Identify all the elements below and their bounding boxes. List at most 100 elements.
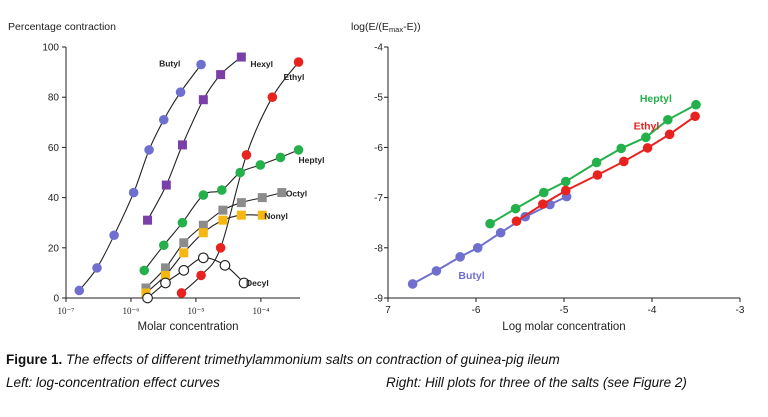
point-nonyl	[198, 228, 208, 238]
point-hexyl	[216, 70, 226, 80]
hill-point-ethyl	[511, 216, 522, 226]
series-label-heptyl: Heptyl	[299, 155, 325, 165]
point-ethyl	[176, 288, 187, 298]
point-ethyl	[241, 150, 252, 160]
point-nonyl	[257, 210, 267, 220]
point-heptyl	[139, 265, 150, 276]
series-label-decyl: Decyl	[246, 278, 269, 288]
point-hexyl	[161, 180, 171, 190]
hill-series-ethyl: Ethyl	[511, 111, 700, 226]
point-butyl	[175, 87, 186, 97]
hill-point-heptyl	[663, 114, 673, 125]
point-decyl	[219, 260, 231, 271]
caption-left-note: Left: log-concentration effect curves	[6, 375, 220, 390]
point-ethyl	[267, 92, 278, 102]
point-butyl	[109, 230, 119, 241]
point-octyl	[141, 283, 151, 293]
point-decyl	[142, 292, 153, 304]
left-x-tick-label: 10⁻⁷	[58, 306, 75, 316]
left-y-tick-label: 80	[48, 93, 60, 104]
hill-point-ethyl	[664, 129, 675, 140]
hill-point-heptyl	[510, 203, 521, 214]
left-x-tick-label: 10⁻⁵	[187, 306, 204, 316]
caption-title: The effects of different trimethylammoni…	[62, 352, 560, 367]
point-octyl	[277, 188, 287, 198]
point-octyl	[160, 263, 170, 273]
point-nonyl	[179, 248, 189, 258]
series-label-ethyl: Ethyl	[284, 72, 305, 82]
hill-point-heptyl	[591, 157, 602, 168]
series-octyl: Octyl	[141, 188, 307, 293]
hill-point-heptyl	[560, 176, 571, 187]
point-butyl	[74, 285, 85, 296]
point-heptyl	[216, 185, 227, 195]
point-heptyl	[235, 167, 245, 178]
hill-point-butyl	[495, 227, 506, 238]
hill-label-heptyl: Heptyl	[640, 93, 672, 105]
point-octyl	[218, 205, 228, 215]
hill-point-ethyl	[690, 111, 700, 122]
right-y-tick-label: -4	[374, 43, 383, 54]
left-plot-area: 0 20 40 60 80 100 10⁻⁷ 10⁻⁶ 10⁻⁵ 10⁻⁴ Butyl Hexyl Et…	[42, 43, 324, 317]
left-y-tick-label: 20	[48, 243, 60, 254]
point-decyl	[197, 252, 209, 264]
series-ethyl: Ethyl	[176, 57, 305, 298]
left-y-tick-label: 0	[53, 294, 59, 305]
hill-point-heptyl	[538, 187, 549, 198]
point-butyl	[158, 114, 169, 125]
point-heptyl	[293, 145, 304, 155]
hill-point-heptyl	[641, 132, 651, 143]
point-ethyl	[293, 57, 304, 67]
point-decyl	[160, 277, 171, 289]
left-y-axis-label: Percentage contraction	[8, 21, 116, 33]
left-x-axis-label: Molar concentration	[138, 321, 239, 333]
point-octyl	[236, 198, 246, 208]
left-y-tick-label: 100	[42, 43, 59, 54]
hill-point-ethyl	[619, 156, 629, 167]
hill-point-ethyl	[560, 185, 571, 196]
point-nonyl	[236, 210, 246, 220]
hill-point-butyl	[407, 279, 418, 289]
point-heptyl	[255, 160, 266, 170]
caption-right-note: Right: Hill plots for three of the salts…	[386, 375, 687, 390]
point-heptyl	[177, 217, 188, 228]
caption-figure-label: Figure 1.	[6, 352, 63, 367]
hill-point-ethyl	[538, 199, 548, 209]
right-y-tick-label: -8	[374, 243, 383, 254]
point-butyl	[92, 263, 102, 273]
hill-point-butyl	[455, 252, 465, 262]
right-y-axis-label-tail: -E))	[403, 21, 421, 33]
point-hexyl	[177, 140, 187, 150]
right-x-tick-label: -5	[560, 305, 569, 316]
left-x-tick-label: 10⁻⁴	[252, 306, 269, 316]
point-ethyl	[215, 243, 226, 253]
point-heptyl	[275, 152, 286, 163]
left-chart: Percentage contraction Molar concentrati…	[8, 21, 325, 333]
right-x-tick-label: -4	[648, 305, 657, 316]
point-butyl	[196, 59, 206, 70]
left-y-tick-label: 40	[48, 193, 60, 204]
right-y-axis-label: log(E/(Emax-E))	[351, 21, 421, 34]
right-y-tick-label: -5	[374, 93, 383, 104]
point-hexyl	[198, 95, 208, 105]
right-x-tick-label: 7	[385, 305, 391, 316]
right-y-tick-label: -7	[374, 193, 383, 204]
right-y-tick-label: -9	[374, 294, 383, 305]
hill-label-butyl: Butyl	[458, 270, 484, 282]
point-heptyl	[198, 190, 209, 200]
right-y-axis-label-sub: max	[389, 25, 403, 34]
point-ethyl	[196, 270, 206, 281]
right-x-axis-label: Log molar concentration	[502, 321, 625, 333]
point-octyl	[179, 238, 189, 248]
right-y-axis-label-main: log(E/(E	[351, 21, 389, 33]
point-octyl	[257, 193, 267, 203]
right-chart: log(E/(Emax-E)) Log molar concentration …	[351, 21, 745, 333]
point-hexyl	[143, 215, 153, 225]
series-heptyl: Heptyl	[139, 145, 325, 276]
point-octyl	[198, 220, 208, 230]
hill-point-heptyl	[616, 143, 626, 154]
series-decyl: Decyl	[142, 252, 269, 304]
point-heptyl	[158, 240, 169, 251]
point-nonyl	[160, 270, 170, 280]
hill-point-butyl	[431, 266, 442, 276]
